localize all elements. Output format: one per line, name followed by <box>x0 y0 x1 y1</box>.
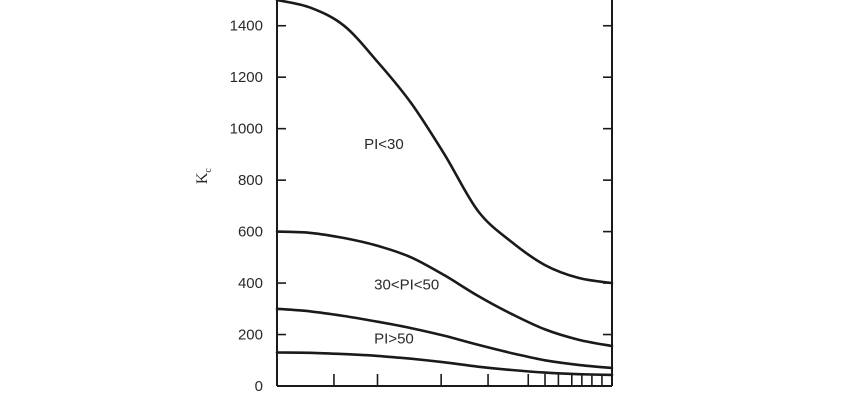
curve-3 <box>275 307 614 370</box>
curve-2 <box>275 230 614 348</box>
y-tick-label: 200 <box>238 327 263 344</box>
y-tick-label: 400 <box>238 275 263 292</box>
y-tick-label: 0 <box>255 378 263 395</box>
x-axis-ticks <box>333 374 603 386</box>
curve-1 <box>275 0 614 285</box>
y-tick-label: 800 <box>238 172 263 189</box>
region-label: PI<30 <box>364 136 404 153</box>
y-tick-label: 600 <box>238 224 263 241</box>
y-axis-title-subscript: c <box>203 168 214 173</box>
region-label: 30<PI<50 <box>374 276 439 293</box>
y-axis-ticks: 0 200 400 600 800 1000 1200 1400 <box>230 18 612 395</box>
y-axis-title-main: K <box>194 172 211 184</box>
y-tick-label: 1400 <box>230 18 263 35</box>
y-tick-label: 1200 <box>230 69 263 86</box>
curve-4 <box>275 351 614 377</box>
curves <box>275 0 614 377</box>
y-tick-label: 1000 <box>230 121 263 138</box>
y-axis-title: Kc <box>194 168 214 185</box>
region-label: PI>50 <box>374 330 414 347</box>
annotations: PI<30 30<PI<50 PI>50 <box>364 136 439 347</box>
